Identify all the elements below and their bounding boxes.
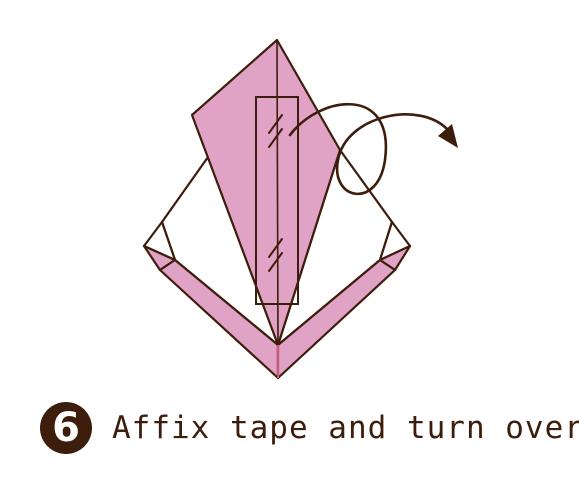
step-number-badge: 6 — [40, 402, 92, 454]
origami-fold-diagram — [142, 38, 458, 380]
tape-strip-icon — [255, 96, 299, 305]
tape-rect — [255, 96, 299, 305]
arrow-head — [438, 124, 458, 148]
step-caption: 6 Affix tape and turn over — [40, 402, 579, 454]
center-crease — [276, 39, 279, 346]
step-instruction-text: Affix tape and turn over — [112, 410, 579, 446]
turn-over-arrow-path — [288, 102, 450, 196]
tape-hatch-marks — [268, 114, 283, 272]
turn-over-arrow-icon — [288, 102, 458, 196]
